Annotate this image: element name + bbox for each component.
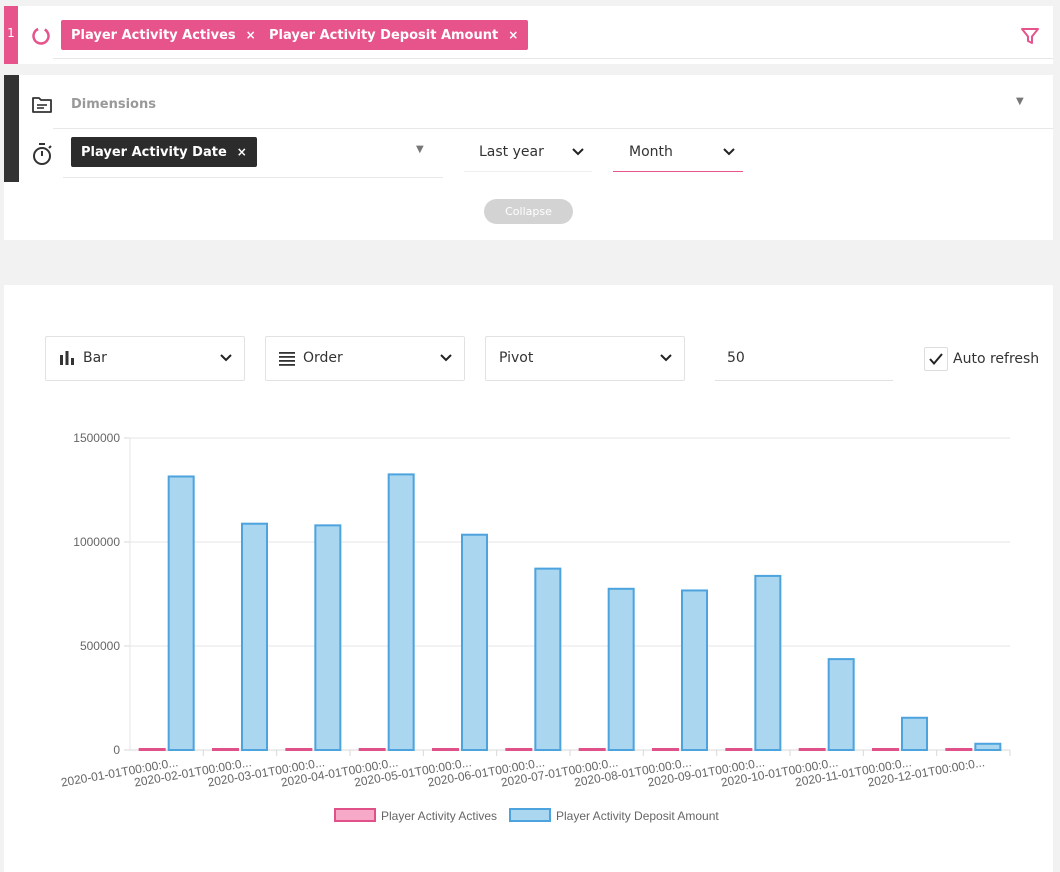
y-tick-label: 0 (113, 743, 120, 757)
time-dimension-tag[interactable]: Player Activity Date × (71, 137, 257, 167)
folder-list-icon (32, 97, 52, 113)
order-select[interactable]: Order (265, 336, 465, 381)
bar-deposit-amount[interactable] (314, 524, 342, 751)
remove-measure-button[interactable]: × (508, 28, 519, 42)
chart-type-value: Bar (83, 350, 107, 366)
bar-deposit-amount[interactable] (387, 473, 415, 751)
checkmark-icon (929, 353, 943, 366)
granularity-value: Month (629, 144, 673, 160)
stopwatch-icon (33, 143, 52, 165)
auto-refresh-label: Auto refresh (953, 351, 1040, 367)
time-field-underline (63, 177, 443, 178)
query-indicator (4, 6, 18, 64)
bar-deposit-amount[interactable] (607, 587, 635, 751)
bar-deposit-amount[interactable] (241, 522, 268, 751)
bar-chart: 0 500000 1000000 1500000 2020-01-01T00:00:0… (60, 431, 1011, 823)
dimensions-indicator (4, 75, 19, 182)
date-range-select[interactable]: Last year (464, 132, 592, 172)
order-label: Order (303, 350, 343, 366)
chevron-down-icon[interactable]: ▼ (416, 144, 424, 155)
bar-actives[interactable] (432, 748, 459, 751)
chevron-down-icon (723, 148, 735, 156)
legend-label-deposit-amount: Player Activity Deposit Amount (556, 809, 719, 823)
chart-type-select[interactable]: Bar (45, 336, 245, 381)
x-axis: 2020-01-01T00:00:0...2020-02-01T00:00:0.… (60, 750, 1011, 790)
measure-tag-label: Player Activity Actives (71, 28, 236, 43)
chevron-down-icon[interactable]: ▼ (1016, 96, 1024, 107)
measure-tag-actives[interactable]: Player Activity Actives × (61, 20, 266, 50)
bar-actives[interactable] (945, 748, 973, 751)
bar-actives[interactable] (138, 748, 166, 751)
filter-icon[interactable] (1019, 25, 1041, 47)
dimensions-field-underline (53, 128, 1053, 129)
bar-actives[interactable] (285, 748, 313, 751)
query-number: 1 (7, 26, 15, 40)
limit-input[interactable]: 50 (715, 336, 893, 381)
auto-refresh-checkbox[interactable] (924, 347, 948, 371)
chevron-down-icon (572, 148, 584, 156)
bar-actives[interactable] (798, 748, 826, 751)
y-axis: 0 500000 1000000 1500000 (73, 431, 120, 757)
dimensions-card: Dimensions ▼ Player Activity Date × ▼ Las… (4, 75, 1053, 240)
dimensions-placeholder[interactable]: Dimensions (71, 97, 156, 112)
bar-deposit-amount[interactable] (534, 567, 562, 752)
measures-card: 1 Player Activity Actives × Player Activi… (4, 6, 1053, 64)
bar-deposit-amount[interactable] (827, 658, 855, 751)
bar-chart-icon (60, 351, 74, 365)
legend-swatch-actives (334, 808, 376, 822)
bar-actives[interactable] (872, 748, 899, 751)
measure-tag-deposit-amount[interactable]: Player Activity Deposit Amount × (259, 20, 529, 50)
legend-label-actives: Player Activity Actives (381, 809, 497, 823)
y-tick-label: 1500000 (73, 431, 120, 445)
list-lines-icon (279, 352, 295, 366)
bar-actives[interactable] (505, 748, 533, 751)
y-tick-label: 1000000 (73, 535, 120, 549)
y-tick-label: 500000 (80, 639, 120, 653)
spinner-icon (32, 27, 50, 45)
measure-tag-label: Player Activity Deposit Amount (269, 28, 499, 43)
bar-actives[interactable] (212, 748, 239, 751)
bar-actives[interactable] (652, 748, 679, 751)
bar-deposit-amount[interactable] (461, 533, 488, 751)
bar-deposit-amount[interactable] (754, 574, 782, 751)
chevron-down-icon (660, 354, 672, 362)
measure-field-underline (53, 58, 1053, 59)
time-dimension-label: Player Activity Date (81, 145, 227, 160)
bar-deposit-amount[interactable] (974, 742, 1002, 752)
pivot-label: Pivot (499, 350, 534, 366)
date-range-value: Last year (479, 144, 544, 160)
bar-deposit-amount[interactable] (167, 475, 195, 751)
collapse-button[interactable]: Collapse (484, 199, 573, 224)
chart-card: Bar Order Pivot 50 Auto refresh (4, 285, 1053, 872)
granularity-select[interactable]: Month (613, 132, 743, 172)
chevron-down-icon (220, 354, 232, 362)
legend-swatch-deposit-amount (509, 808, 551, 822)
bar-deposit-amount[interactable] (681, 589, 708, 751)
chevron-down-icon (440, 354, 452, 362)
chart-legend: Player Activity Actives Player Activity … (334, 808, 719, 823)
chart-bars (138, 473, 1002, 752)
bar-deposit-amount[interactable] (901, 716, 928, 752)
pivot-select[interactable]: Pivot (485, 336, 685, 381)
bar-actives[interactable] (725, 748, 753, 751)
remove-measure-button[interactable]: × (245, 28, 256, 42)
bar-actives[interactable] (578, 748, 606, 751)
bar-actives[interactable] (358, 748, 386, 751)
remove-time-dimension-button[interactable]: × (236, 145, 247, 159)
